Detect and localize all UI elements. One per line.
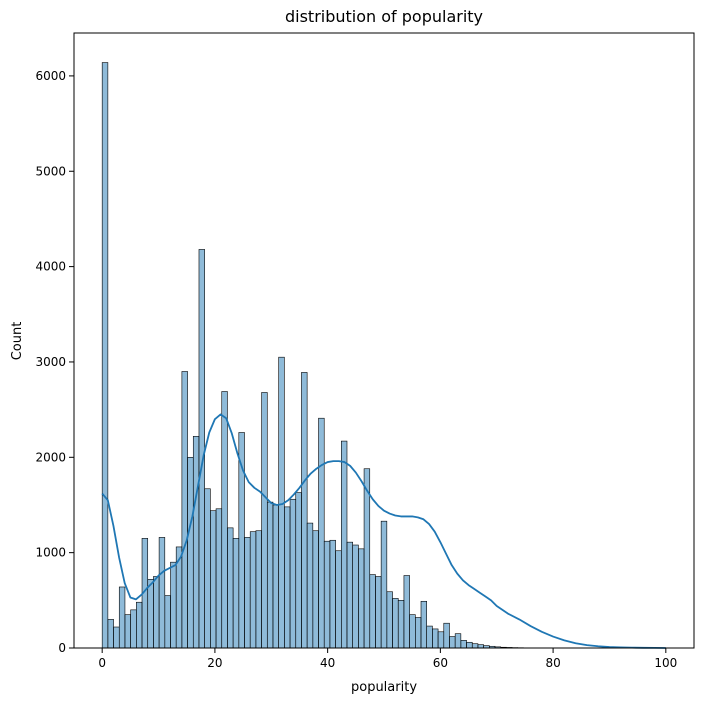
histogram-bar <box>222 392 228 648</box>
histogram-bar <box>387 592 393 648</box>
histogram-bar <box>461 640 467 648</box>
x-axis-ticks: 0 20 40 60 80 100 <box>98 648 677 670</box>
histogram-bar <box>449 637 455 648</box>
x-tick-label: 40 <box>320 656 335 670</box>
y-tick-label: 2000 <box>35 450 66 464</box>
x-tick-label: 0 <box>98 656 106 670</box>
histogram-bar <box>301 372 307 648</box>
y-axis-ticks: 0 1000 2000 3000 4000 5000 6000 <box>35 69 74 655</box>
histogram-bar <box>159 537 165 648</box>
histogram-bar <box>472 644 478 648</box>
x-axis-label: popularity <box>351 680 417 695</box>
y-tick-label: 3000 <box>35 355 66 369</box>
histogram-bar <box>353 545 359 648</box>
x-tick-label: 80 <box>545 656 560 670</box>
histogram-bar <box>250 532 256 648</box>
histogram-bar <box>438 632 444 648</box>
histogram-bar <box>233 538 239 648</box>
histogram-bar <box>478 645 484 648</box>
histogram-bar <box>171 562 177 648</box>
histogram-bar <box>245 537 251 648</box>
histogram-bar <box>319 418 325 648</box>
y-tick-label: 5000 <box>35 164 66 178</box>
histogram-bar <box>432 629 438 648</box>
histogram-bar <box>125 615 131 648</box>
histogram-bar <box>364 469 370 648</box>
histogram-bar <box>188 457 194 648</box>
histogram-bar <box>136 602 142 648</box>
histogram-bar <box>205 489 211 648</box>
histogram-bar <box>427 626 433 648</box>
x-tick-label: 20 <box>207 656 222 670</box>
histogram-bar <box>296 493 302 648</box>
histogram-bar <box>182 371 188 648</box>
histogram-bar <box>381 521 387 648</box>
x-tick-label: 100 <box>654 656 677 670</box>
histogram-bar <box>267 502 273 648</box>
histogram-bar <box>336 551 342 648</box>
y-tick-label: 4000 <box>35 260 66 274</box>
histogram-bar <box>324 541 330 648</box>
histogram-bar <box>114 627 120 648</box>
chart-title: distribution of popularity <box>285 7 483 26</box>
histogram-bar <box>119 587 125 648</box>
histogram-bar <box>199 249 205 648</box>
histogram-bar <box>455 634 461 648</box>
histogram-bar <box>153 576 159 648</box>
y-tick-label: 6000 <box>35 69 66 83</box>
histogram-bar <box>330 540 336 648</box>
histogram-bar <box>216 509 222 648</box>
histogram-bar <box>410 615 416 648</box>
histogram-bar <box>307 523 313 648</box>
histogram-bar <box>415 617 421 648</box>
histogram-bar <box>290 499 296 648</box>
histogram-bar <box>165 596 171 648</box>
y-tick-label: 1000 <box>35 546 66 560</box>
histogram-bar <box>273 505 279 648</box>
histogram-bar <box>131 610 137 648</box>
histogram-bar <box>262 392 268 648</box>
histogram-bar <box>370 575 376 648</box>
x-tick-label: 60 <box>433 656 448 670</box>
histogram-bar <box>256 531 262 648</box>
histogram-bar <box>375 576 381 648</box>
histogram-bar <box>313 531 319 648</box>
histogram-bar <box>284 507 290 648</box>
histogram-bar <box>102 63 108 648</box>
histogram-bar <box>398 600 404 648</box>
histogram-bar <box>347 542 353 648</box>
histogram-bars <box>102 63 666 648</box>
y-axis-label: Count <box>10 322 25 361</box>
histogram-bar <box>108 619 114 648</box>
histogram-bar <box>341 441 347 648</box>
y-tick-label: 0 <box>58 641 66 655</box>
histogram-bar <box>358 549 364 648</box>
histogram-bar <box>148 579 154 648</box>
histogram-bar <box>444 623 450 648</box>
histogram-bar <box>210 511 216 648</box>
histogram-bar <box>193 436 199 648</box>
histogram-bar <box>393 598 399 648</box>
histogram-bar <box>421 601 427 648</box>
histogram-bar <box>404 576 410 648</box>
histogram-bar <box>467 642 473 648</box>
histogram-bar <box>227 528 233 648</box>
